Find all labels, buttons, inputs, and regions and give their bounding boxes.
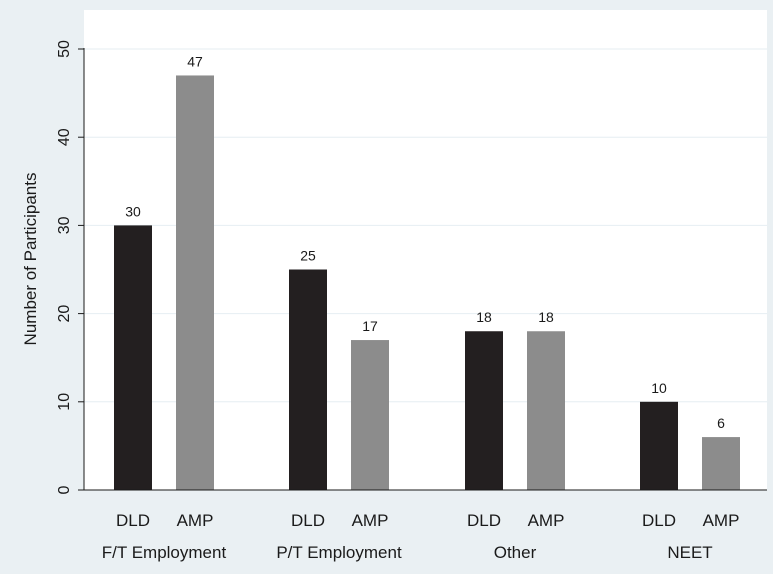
x-bar-label: DLD [467, 511, 501, 530]
y-tick-label: 40 [56, 128, 73, 146]
bar-p-t-employment-dld [289, 269, 327, 490]
value-label: 47 [187, 53, 203, 69]
bars-layer [114, 75, 740, 491]
bar-f-t-employment-amp [176, 75, 214, 491]
x-bar-label: DLD [642, 511, 676, 530]
y-axis-title: Number of Participants [21, 173, 40, 346]
y-tick-label: 0 [56, 485, 73, 494]
bar-neet-dld [640, 401, 678, 490]
y-tick-label: 10 [56, 393, 73, 411]
bar-other-dld [465, 331, 503, 490]
value-label: 17 [362, 318, 378, 334]
x-group-label: P/T Employment [276, 543, 402, 562]
x-group-label: NEET [667, 543, 712, 562]
bar-p-t-employment-amp [351, 340, 389, 490]
x-bar-label: DLD [116, 511, 150, 530]
value-label: 30 [125, 203, 141, 219]
y-tick-label: 50 [56, 40, 73, 58]
x-group-label: Other [494, 543, 537, 562]
value-label: 10 [651, 380, 667, 396]
x-bar-label: AMP [177, 511, 214, 530]
x-bar-label: AMP [352, 511, 389, 530]
x-bar-label: DLD [291, 511, 325, 530]
x-group-label: F/T Employment [102, 543, 227, 562]
value-label: 18 [538, 309, 554, 325]
x-bar-label: AMP [528, 511, 565, 530]
value-label: 25 [300, 248, 316, 264]
y-tick-label: 20 [56, 305, 73, 323]
value-label: 18 [476, 309, 492, 325]
x-axis: DLD AMP F/T Employment DLD AMP P/T Employment… [84, 489, 767, 562]
bar-f-t-employment-dld [114, 225, 152, 490]
x-bar-label: AMP [703, 511, 740, 530]
y-tick-label: 30 [56, 216, 73, 234]
value-label: 6 [717, 415, 725, 431]
y-axis: 0 10 20 30 40 50 [56, 40, 85, 494]
value-labels-layer: 30 47 25 17 18 18 10 6 [125, 53, 725, 431]
bar-neet-amp [702, 437, 740, 490]
bar-other-amp [527, 331, 565, 490]
